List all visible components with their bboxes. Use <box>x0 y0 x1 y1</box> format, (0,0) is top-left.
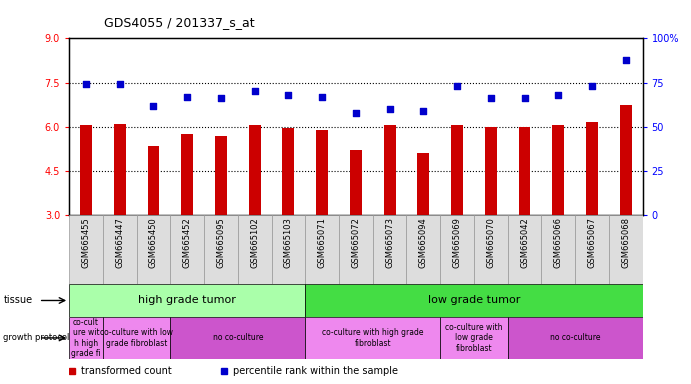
Bar <box>170 215 204 284</box>
Bar <box>114 124 126 215</box>
Text: GSM665068: GSM665068 <box>621 217 630 268</box>
Bar <box>181 134 193 215</box>
Text: GSM665072: GSM665072 <box>351 217 361 268</box>
Text: GSM665070: GSM665070 <box>486 217 495 268</box>
Bar <box>542 215 575 284</box>
Text: co-culture with high grade
fibroblast: co-culture with high grade fibroblast <box>322 328 424 348</box>
Text: GSM665094: GSM665094 <box>419 217 428 268</box>
Point <box>249 88 261 94</box>
Bar <box>620 104 632 215</box>
Text: no co-culture: no co-culture <box>550 333 600 343</box>
Bar <box>406 215 440 284</box>
Bar <box>283 128 294 215</box>
Bar <box>305 317 440 359</box>
Bar <box>170 317 305 359</box>
Bar <box>69 215 103 284</box>
Text: GSM665450: GSM665450 <box>149 217 158 268</box>
Text: high grade tumor: high grade tumor <box>138 295 236 306</box>
Bar <box>249 125 261 215</box>
Point <box>384 106 395 112</box>
Point <box>182 94 193 100</box>
Point <box>148 103 159 109</box>
Bar <box>69 284 305 317</box>
Text: GSM665102: GSM665102 <box>250 217 259 268</box>
Bar <box>384 125 395 215</box>
Bar <box>519 127 531 215</box>
Text: GDS4055 / 201337_s_at: GDS4055 / 201337_s_at <box>104 16 254 29</box>
Bar <box>575 215 609 284</box>
Bar <box>440 317 508 359</box>
Bar <box>350 150 362 215</box>
Bar <box>103 317 170 359</box>
Point <box>418 108 429 114</box>
Text: percentile rank within the sample: percentile rank within the sample <box>233 366 398 376</box>
Point <box>553 92 564 98</box>
Point <box>114 81 125 88</box>
Bar <box>137 215 170 284</box>
Point <box>587 83 598 89</box>
Point <box>451 83 462 89</box>
Bar <box>451 125 463 215</box>
Point <box>316 94 328 100</box>
Bar <box>440 215 474 284</box>
Text: no co-culture: no co-culture <box>213 333 263 343</box>
Text: GSM665071: GSM665071 <box>318 217 327 268</box>
Text: GSM665073: GSM665073 <box>385 217 394 268</box>
Bar <box>69 317 103 359</box>
Bar <box>339 215 372 284</box>
Text: co-culture with low
grade fibroblast: co-culture with low grade fibroblast <box>100 328 173 348</box>
Point <box>216 95 227 101</box>
Bar <box>508 215 542 284</box>
Point <box>621 56 632 63</box>
Text: tissue: tissue <box>3 295 32 306</box>
Text: GSM665447: GSM665447 <box>115 217 124 268</box>
Bar <box>508 317 643 359</box>
Bar <box>316 130 328 215</box>
Text: GSM665042: GSM665042 <box>520 217 529 268</box>
Bar <box>372 215 406 284</box>
Point <box>519 95 530 101</box>
Bar <box>272 215 305 284</box>
Text: GSM665067: GSM665067 <box>587 217 596 268</box>
Bar <box>417 153 429 215</box>
Bar <box>238 215 272 284</box>
Bar <box>305 215 339 284</box>
Point <box>283 92 294 98</box>
Text: GSM665069: GSM665069 <box>453 217 462 268</box>
Text: GSM665103: GSM665103 <box>284 217 293 268</box>
Text: GSM665095: GSM665095 <box>216 217 225 268</box>
Bar <box>586 122 598 215</box>
Bar <box>474 215 508 284</box>
Bar <box>485 127 497 215</box>
Text: GSM665455: GSM665455 <box>82 217 91 268</box>
Bar <box>148 146 160 215</box>
Text: GSM665452: GSM665452 <box>182 217 191 268</box>
Bar <box>215 136 227 215</box>
Text: GSM665066: GSM665066 <box>553 217 562 268</box>
Bar <box>552 125 564 215</box>
Text: transformed count: transformed count <box>81 366 171 376</box>
Bar <box>103 215 137 284</box>
Point <box>80 81 91 88</box>
Bar <box>609 215 643 284</box>
Text: low grade tumor: low grade tumor <box>428 295 520 306</box>
Bar <box>80 125 92 215</box>
Bar <box>305 284 643 317</box>
Text: co-culture with
low grade
fibroblast: co-culture with low grade fibroblast <box>445 323 502 353</box>
Bar <box>204 215 238 284</box>
Text: growth protocol: growth protocol <box>3 333 70 343</box>
Text: co-cult
ure wit
h high
grade fi: co-cult ure wit h high grade fi <box>71 318 101 358</box>
Point <box>485 95 496 101</box>
Point <box>350 109 361 116</box>
